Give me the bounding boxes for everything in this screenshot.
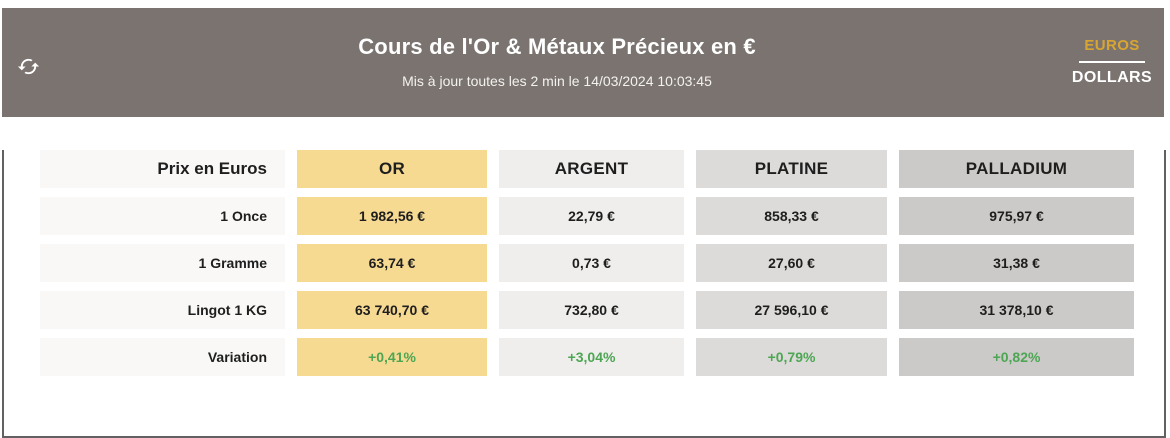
active-currency-underline	[1079, 61, 1145, 63]
currency-toggle: EUROS DOLLARS	[1070, 37, 1154, 87]
row-label-variation: Variation	[40, 338, 285, 376]
row-label-gramme: 1 Gramme	[40, 244, 285, 282]
currency-toggle-dollars[interactable]: DOLLARS	[1071, 69, 1153, 86]
price-palladium-lingot: 31 378,10 €	[899, 291, 1134, 329]
variation-argent: +3,04%	[499, 338, 684, 376]
column-header-platine: PLATINE	[696, 150, 887, 188]
price-argent-once: 22,79 €	[499, 197, 684, 235]
refresh-button[interactable]	[16, 54, 40, 78]
price-argent-lingot: 732,80 €	[499, 291, 684, 329]
column-header-argent: ARGENT	[499, 150, 684, 188]
prices-table: Prix en Euros OR ARGENT PLATINE PALLADIU…	[40, 150, 1164, 376]
table-corner-label: Prix en Euros	[40, 150, 285, 188]
price-or-gramme: 63,74 €	[297, 244, 487, 282]
price-platine-once: 858,33 €	[696, 197, 887, 235]
price-argent-gramme: 0,73 €	[499, 244, 684, 282]
price-platine-gramme: 27,60 €	[696, 244, 887, 282]
variation-palladium: +0,82%	[899, 338, 1134, 376]
prices-card: Prix en Euros OR ARGENT PLATINE PALLADIU…	[2, 150, 1166, 438]
row-label-once: 1 Once	[40, 197, 285, 235]
refresh-icon	[17, 55, 40, 78]
variation-platine: +0,79%	[696, 338, 887, 376]
last-updated-text: Mis à jour toutes les 2 min le 14/03/202…	[402, 73, 712, 89]
price-or-lingot: 63 740,70 €	[297, 291, 487, 329]
price-or-once: 1 982,56 €	[297, 197, 487, 235]
header-bar: Cours de l'Or & Métaux Précieux en € Mis…	[2, 8, 1164, 117]
row-label-lingot: Lingot 1 KG	[40, 291, 285, 329]
price-palladium-gramme: 31,38 €	[899, 244, 1134, 282]
variation-or: +0,41%	[297, 338, 487, 376]
page-title: Cours de l'Or & Métaux Précieux en €	[358, 34, 756, 59]
column-header-palladium: PALLADIUM	[899, 150, 1134, 188]
currency-toggle-euros[interactable]: EUROS	[1084, 37, 1140, 54]
price-platine-lingot: 27 596,10 €	[696, 291, 887, 329]
price-palladium-once: 975,97 €	[899, 197, 1134, 235]
column-header-or: OR	[297, 150, 487, 188]
